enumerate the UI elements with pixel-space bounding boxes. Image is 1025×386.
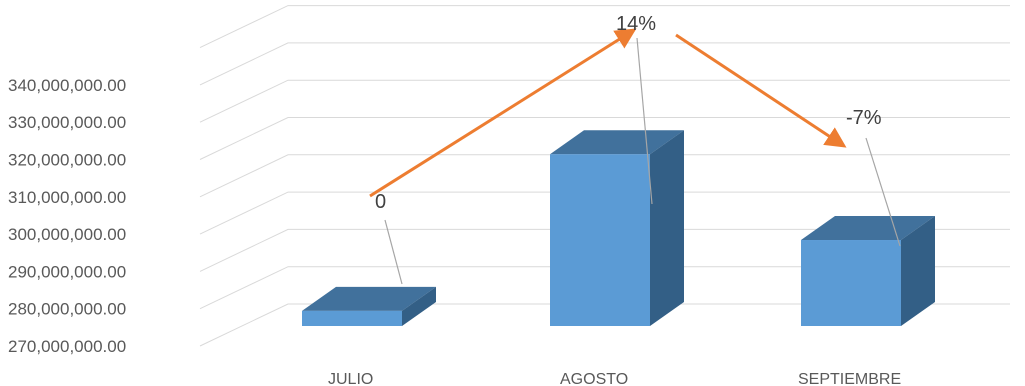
- bar-side: [650, 130, 684, 326]
- leader-line: [384, 219, 403, 285]
- y-tick-label: 310,000,000.00: [8, 188, 126, 207]
- gridline-5: [199, 117, 1010, 160]
- leader-line: [865, 137, 901, 247]
- bar-agosto: [550, 130, 684, 326]
- bar-top: [801, 216, 935, 241]
- bar-julio: [302, 286, 436, 326]
- x-category-label: JULIO: [328, 371, 373, 386]
- x-axis-category-labels: JULIO AGOSTO SEPTIEMBRE: [328, 371, 901, 386]
- bar-front: [550, 154, 650, 326]
- leader-line: [636, 37, 653, 205]
- bar-septiembre: [801, 216, 935, 326]
- gridline-4: [199, 154, 1010, 198]
- bar-front: [302, 310, 402, 326]
- trend-arrow-up: [369, 28, 637, 198]
- y-tick-label: 290,000,000.00: [8, 262, 126, 281]
- x-category-label: AGOSTO: [560, 371, 628, 386]
- gridline-2: [199, 228, 1010, 272]
- gridline-1: [199, 266, 1010, 310]
- y-tick-label: 340,000,000.00: [8, 76, 126, 95]
- data-labels: 0 14% -7%: [375, 13, 882, 213]
- y-axis-tick-labels: 270,000,000.00 280,000,000.00 290,000,000.…: [8, 76, 126, 356]
- trend-arrow-down: [675, 33, 847, 148]
- bars: [302, 130, 935, 326]
- y-tick-label: 270,000,000.00: [8, 337, 126, 356]
- y-tick-label: 280,000,000.00: [8, 300, 126, 319]
- data-label: 14%: [616, 13, 656, 35]
- bar-front: [801, 240, 901, 326]
- y-tick-label: 330,000,000.00: [8, 113, 126, 132]
- data-label: -7%: [846, 107, 882, 129]
- gridline-6: [199, 79, 1010, 123]
- y-tick-label: 300,000,000.00: [8, 225, 126, 244]
- gridline-3: [199, 191, 1010, 235]
- gridline-8: [199, 5, 1010, 49]
- trend-arrows: [369, 28, 847, 198]
- gridline-0: [199, 303, 1010, 347]
- y-tick-label: 320,000,000.00: [8, 151, 126, 170]
- data-label: 0: [375, 191, 386, 213]
- bar-side: [901, 216, 935, 326]
- data-label-leaders: [384, 37, 901, 285]
- gridline-7: [199, 42, 1010, 86]
- bar-top: [302, 286, 436, 311]
- x-category-label: SEPTIEMBRE: [798, 371, 901, 386]
- bar-side: [402, 286, 436, 326]
- bar-top: [550, 130, 684, 155]
- gridlines: [199, 5, 1010, 347]
